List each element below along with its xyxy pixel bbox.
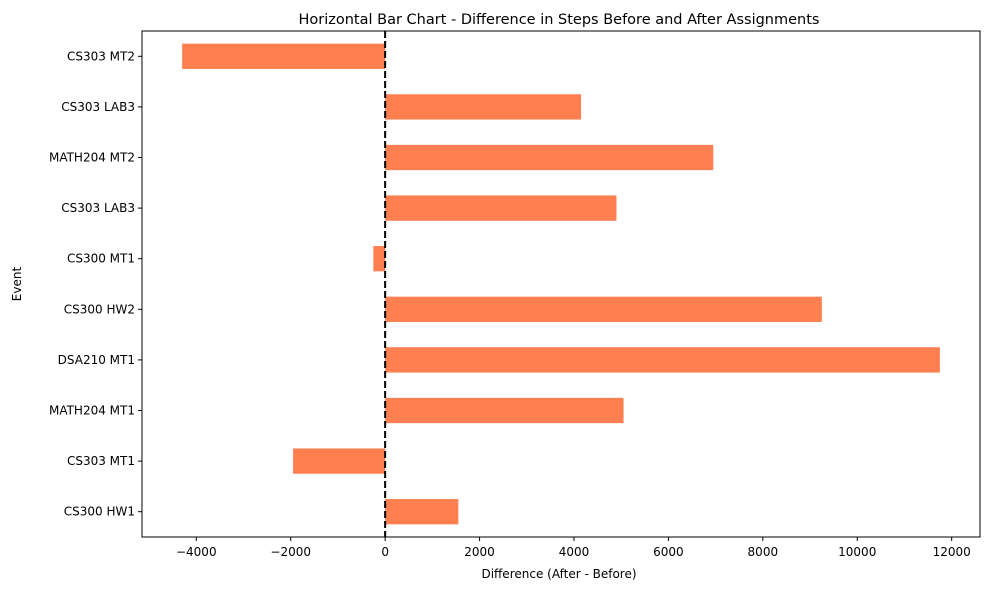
bar: [385, 499, 459, 525]
plot-frame: [141, 30, 981, 538]
chart-title: Horizontal Bar Chart - Difference in Ste…: [299, 12, 820, 28]
x-tick-label: 12000: [933, 545, 971, 559]
bar: [373, 246, 386, 272]
y-tick-label: CS303 LAB3: [61, 100, 135, 114]
bar: [293, 448, 386, 474]
y-axis: CS300 HW1 CS303 MT1 MATH204 MT1 DSA210 MT1 C…: [49, 49, 142, 519]
y-axis-label: Event: [10, 267, 24, 302]
x-axis: −4000 −2000 0 2000 4000 6000 8000 10000 12000: [176, 537, 971, 559]
y-tick-label: CS303 MT1: [67, 454, 135, 468]
x-axis-label: Difference (After - Before): [481, 567, 636, 581]
bar: [385, 94, 582, 120]
bar: [385, 347, 940, 373]
x-tick-label: −4000: [176, 545, 217, 559]
y-tick-label: CS300 HW1: [64, 505, 135, 519]
x-tick-label: 8000: [748, 545, 779, 559]
y-tick-label: CS303 MT2: [67, 49, 135, 63]
x-tick-label: 0: [381, 545, 389, 559]
y-tick-label: CS300 HW2: [64, 302, 135, 316]
y-tick-label: MATH204 MT2: [49, 151, 135, 165]
bar: [385, 397, 624, 424]
x-tick-label: −2000: [270, 545, 311, 559]
y-tick-label: DSA210 MT1: [58, 353, 135, 367]
bar: [385, 296, 822, 322]
x-tick-label: 10000: [838, 545, 876, 559]
x-tick-label: 6000: [653, 545, 684, 559]
bar: [385, 144, 714, 171]
x-tick-label: 4000: [559, 545, 590, 559]
bars-group: [182, 43, 940, 525]
bar: [182, 43, 386, 69]
y-tick-label: CS300 MT1: [67, 252, 135, 266]
y-tick-label: CS303 LAB3: [61, 201, 135, 215]
y-tick-label: MATH204 MT1: [49, 404, 135, 418]
bar: [385, 195, 617, 221]
x-tick-label: 2000: [464, 545, 495, 559]
